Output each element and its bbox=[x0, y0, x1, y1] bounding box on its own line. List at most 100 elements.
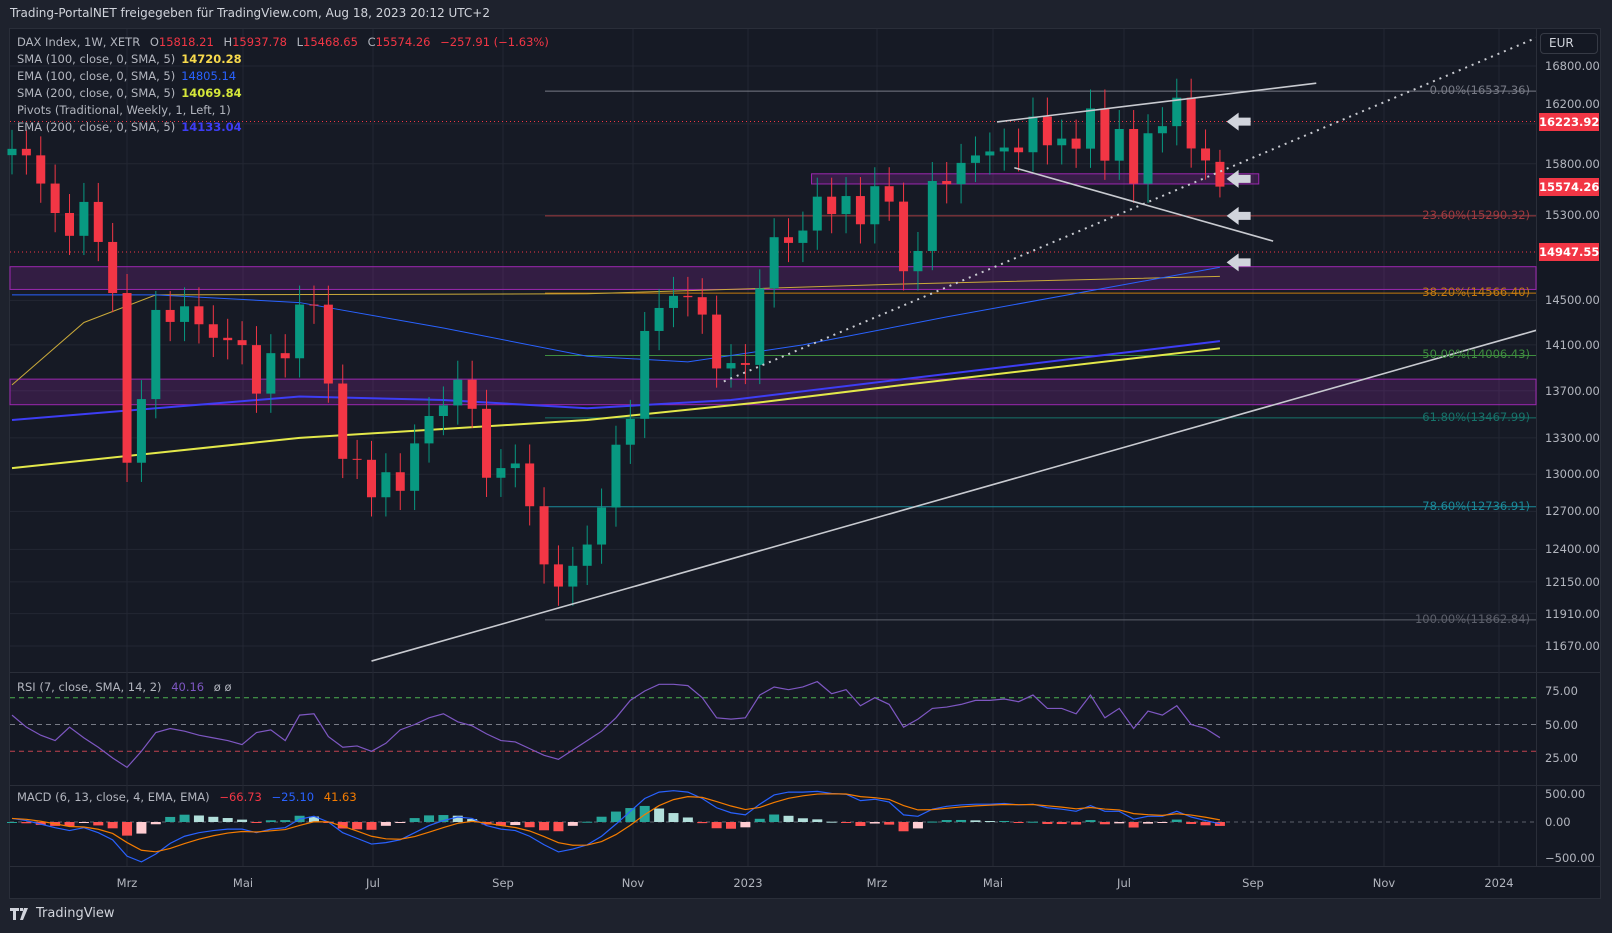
macd-histogram-bar bbox=[122, 822, 133, 836]
macd-histogram-bar bbox=[841, 822, 852, 823]
candle-body bbox=[180, 306, 190, 322]
macd-histogram-bar bbox=[1128, 822, 1139, 828]
arrow-left-icon bbox=[1226, 206, 1251, 225]
macd-signal-line bbox=[11, 793, 1221, 853]
macd-histogram-bar bbox=[884, 822, 895, 825]
candle-body bbox=[367, 459, 376, 498]
macd-histogram-bar bbox=[1013, 822, 1024, 823]
consolidation-box bbox=[811, 173, 1260, 185]
macd-histogram-bar bbox=[711, 822, 722, 829]
candle-body bbox=[496, 468, 506, 478]
fib-level-label: 61.80%(13467.99) bbox=[1422, 409, 1530, 424]
macd-histogram-bar bbox=[64, 822, 75, 827]
macd-histogram-bar bbox=[927, 821, 938, 823]
macd-histogram-bar bbox=[668, 813, 679, 822]
macd-histogram-bar bbox=[35, 822, 46, 825]
indicator-label: SMA (200, close, 0, SMA, 5) bbox=[17, 86, 176, 100]
candle-body bbox=[136, 399, 146, 463]
macd-histogram-bar bbox=[78, 822, 89, 823]
price-tick-label: 11910.00 bbox=[1545, 606, 1600, 621]
indicator-legend[interactable]: EMA (100, close, 0, SMA, 5) 14805.14 bbox=[17, 69, 236, 83]
macd-histogram-bar bbox=[424, 815, 435, 822]
candle-body bbox=[798, 230, 808, 243]
candle-body bbox=[467, 379, 477, 409]
macd-histogram-bar bbox=[337, 822, 348, 829]
price-badge: 14947.55 bbox=[1539, 242, 1600, 261]
candle-body bbox=[999, 147, 1009, 152]
macd-histogram-bar bbox=[999, 820, 1010, 822]
price-tick-label: 15800.00 bbox=[1545, 156, 1600, 171]
candle-body bbox=[7, 148, 17, 156]
macd-histogram-bar bbox=[107, 822, 118, 829]
indicator-legend[interactable]: SMA (200, close, 0, SMA, 5) 14069.84 bbox=[17, 86, 242, 100]
time-label: Nov bbox=[621, 876, 645, 890]
ema100-line bbox=[12, 266, 1221, 363]
currency-button[interactable]: EUR bbox=[1540, 33, 1598, 54]
symbol-legend[interactable]: DAX Index, 1W, XETR O15818.21 H15937.78 … bbox=[17, 35, 549, 49]
candle-body bbox=[927, 181, 937, 251]
candle-body bbox=[1172, 97, 1182, 127]
candle-body bbox=[237, 340, 247, 346]
macd-legend[interactable]: MACD (6, 13, close, 4, EMA, EMA) −66.73 … bbox=[17, 790, 357, 804]
rsi-value: 40.16 bbox=[171, 680, 205, 694]
candle-body bbox=[1201, 148, 1211, 161]
fib-level-label: 23.60%(15290.32) bbox=[1422, 207, 1530, 222]
price-tick-label: 14500.00 bbox=[1545, 293, 1600, 308]
macd-histogram-bar bbox=[769, 814, 780, 822]
candle-body bbox=[65, 213, 75, 236]
candle-body bbox=[568, 565, 578, 587]
candle-body bbox=[525, 463, 535, 507]
indicator-legend[interactable]: SMA (100, close, 0, SMA, 5) 14720.28 bbox=[17, 52, 242, 66]
candle-body bbox=[553, 564, 563, 587]
macd-histogram-bar bbox=[869, 822, 880, 824]
indicator-legend[interactable]: EMA (200, close, 0, SMA, 5) 14133.04 bbox=[17, 120, 242, 134]
price-badge: 15574.26 bbox=[1539, 177, 1600, 196]
macd-histogram-bar bbox=[984, 821, 995, 823]
time-label: Mrz bbox=[866, 876, 888, 890]
macd-axis-label: −500.00 bbox=[1545, 850, 1595, 865]
price-tick-label: 12400.00 bbox=[1545, 542, 1600, 557]
indicator-legend[interactable]: Pivots (Traditional, Weekly, 1, Left, 1) bbox=[17, 103, 231, 117]
macd-histogram-bar bbox=[740, 822, 751, 828]
candle-body bbox=[1114, 129, 1124, 161]
low-label: L bbox=[296, 35, 304, 49]
macd-histogram-bar bbox=[524, 822, 535, 828]
change-value: −257.91 (−1.63%) bbox=[440, 35, 549, 49]
macd-histogram-bar bbox=[610, 811, 621, 822]
candle-body bbox=[1014, 147, 1024, 153]
macd-histogram-bar bbox=[912, 822, 923, 829]
macd-signal-value: 41.63 bbox=[323, 790, 357, 804]
candle-body bbox=[410, 443, 420, 491]
time-label: Mrz bbox=[116, 876, 138, 890]
time-label: Sep bbox=[492, 876, 514, 890]
macd-histogram-bar bbox=[1171, 819, 1182, 822]
macd-histogram-bar bbox=[553, 822, 564, 832]
candle-body bbox=[668, 295, 678, 308]
price-tick-label: 14100.00 bbox=[1545, 337, 1600, 352]
macd-histogram-bar bbox=[438, 815, 449, 822]
candle-body bbox=[985, 151, 995, 156]
macd-histogram-bar bbox=[395, 822, 406, 823]
price-tick-label: 16200.00 bbox=[1545, 96, 1600, 111]
arrow-left-icon bbox=[1226, 253, 1251, 272]
candle-body bbox=[841, 196, 851, 215]
candle-body bbox=[654, 307, 664, 331]
price-tick-label: 15300.00 bbox=[1545, 207, 1600, 222]
macd-histogram-bar bbox=[567, 822, 578, 826]
macd-hist-value: −66.73 bbox=[219, 790, 262, 804]
candle-body bbox=[108, 241, 118, 294]
candle-body bbox=[740, 363, 750, 365]
candle-body bbox=[36, 155, 46, 184]
tradingview-logo[interactable]: TradingView bbox=[10, 906, 115, 921]
rsi-legend[interactable]: RSI (7, close, SMA, 14, 2) 40.16 ø ø bbox=[17, 680, 232, 694]
rsi-label: RSI (7, close, SMA, 14, 2) bbox=[17, 680, 162, 694]
candle-body bbox=[122, 293, 132, 463]
macd-histogram-bar bbox=[1042, 822, 1053, 824]
price-tick-label: 13300.00 bbox=[1545, 430, 1600, 445]
close-value: 15574.26 bbox=[375, 35, 431, 49]
macd-histogram-bar bbox=[1200, 822, 1211, 826]
candle-body bbox=[697, 297, 707, 315]
high-label: H bbox=[223, 35, 233, 49]
rsi-axis-label: 25.00 bbox=[1545, 751, 1578, 765]
